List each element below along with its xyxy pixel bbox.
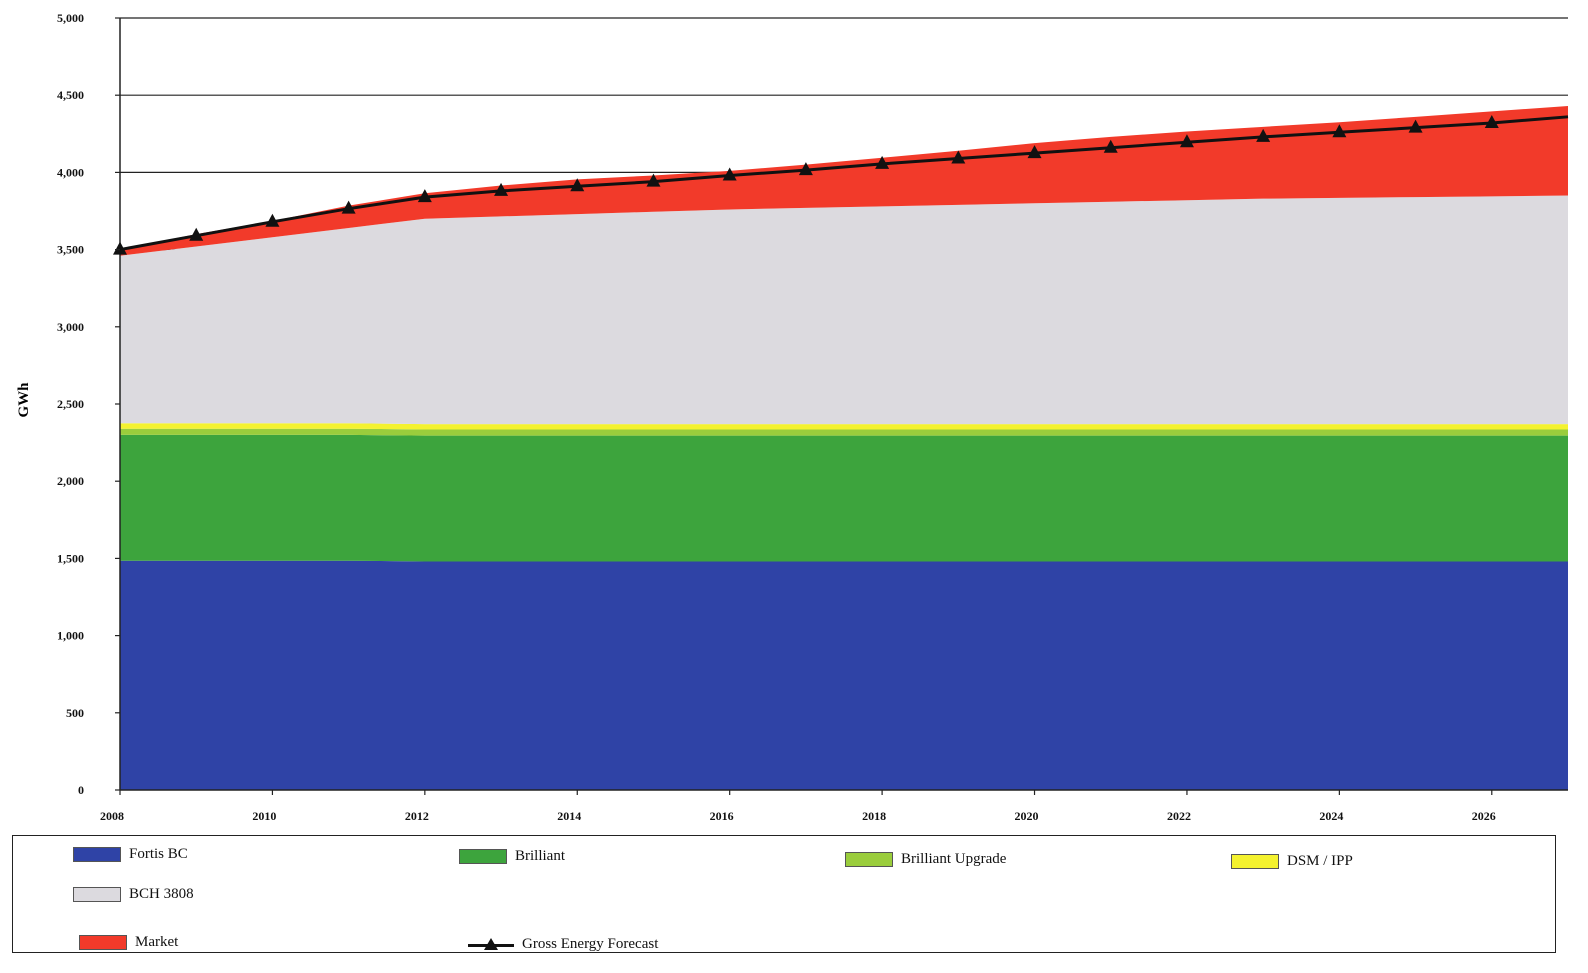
forecast-marker: [494, 182, 509, 196]
area-fortis-bc: [120, 560, 1568, 790]
y-tick-label: 1,500: [57, 551, 84, 565]
x-tick-label: 2012: [405, 809, 429, 823]
forecast-marker: [341, 200, 356, 214]
legend-item-gross-energy-forecast: Gross Energy Forecast: [468, 936, 658, 953]
x-tick-label: 2026: [1472, 809, 1496, 823]
area-dsm-ipp: [120, 423, 1568, 430]
y-axis-label: GWh: [16, 382, 32, 418]
y-tick-label: 4,500: [57, 88, 84, 102]
x-tick-label: 2020: [1015, 809, 1039, 823]
legend-swatch: [845, 852, 893, 867]
y-axis-ticks: 0 500 1,000 1,500 2,000 2,500 3,000 3,500 4,000 4…: [57, 11, 120, 797]
forecast-marker: [1332, 124, 1347, 138]
legend-item-brilliant: Brilliant: [459, 848, 565, 865]
y-tick-label: 500: [66, 706, 84, 720]
legend-label: BCH 3808: [129, 886, 194, 902]
x-axis-ticks: 2008 2010 2012 2014 2016 2018 2020 2022 2024 2026: [100, 790, 1496, 823]
forecast-marker: [1256, 128, 1271, 142]
y-tick-label: 3,000: [57, 320, 84, 334]
forecast-marker: [570, 178, 585, 192]
forecast-marker: [722, 167, 737, 181]
legend-item-market: Market: [79, 934, 178, 951]
x-tick-label: 2024: [1319, 809, 1343, 823]
x-tick-label: 2018: [862, 809, 886, 823]
legend-swatch: [79, 935, 127, 950]
forecast-marker: [417, 189, 432, 203]
gross-energy-forecast-line: [113, 114, 1569, 255]
energy-area-chart: 0 500 1,000 1,500 2,000 2,500 3,000 3,500 4,000 4…: [16, 11, 1569, 823]
y-tick-label: 0: [78, 783, 84, 797]
legend-item-dsm-ipp: DSM / IPP: [1231, 853, 1353, 870]
y-tick-label: 2,000: [57, 474, 84, 488]
y-tick-label: 4,000: [57, 165, 84, 179]
forecast-line: [119, 115, 1569, 252]
legend-swatch: [1231, 854, 1279, 869]
legend-label: Brilliant: [515, 848, 565, 864]
x-tick-label: 2016: [710, 809, 734, 823]
legend-swatch: [73, 887, 121, 902]
forecast-marker: [1027, 145, 1042, 159]
legend-label: Gross Energy Forecast: [522, 936, 659, 952]
forecast-marker: [951, 150, 966, 164]
legend: Fortis BC Brilliant Brilliant Upgrade DS…: [12, 835, 1556, 953]
y-tick-label: 3,500: [57, 243, 84, 257]
forecast-marker: [1484, 114, 1499, 128]
legend-label: Fortis BC: [129, 846, 188, 862]
legend-item-bch-3808: BCH 3808: [73, 886, 194, 903]
area-brilliant-upgrade: [120, 428, 1568, 436]
x-tick-label: 2022: [1167, 809, 1191, 823]
x-tick-label: 2014: [557, 809, 581, 823]
forecast-marker: [189, 227, 204, 241]
area-brilliant: [120, 434, 1568, 562]
legend-label: Brilliant Upgrade: [901, 851, 1007, 867]
forecast-marker: [1179, 134, 1194, 148]
forecast-marker: [798, 162, 813, 176]
legend-swatch: [73, 847, 121, 862]
area-bch-3808: [120, 195, 1568, 425]
forecast-marker: [1408, 119, 1423, 133]
legend-item-fortis-bc: Fortis BC: [73, 846, 188, 863]
y-tick-label: 1,000: [57, 629, 84, 643]
legend-swatch: [459, 849, 507, 864]
x-tick-label: 2008: [100, 809, 124, 823]
legend-label: Market: [135, 934, 179, 950]
legend-line-marker: [468, 937, 514, 952]
y-tick-label: 5,000: [57, 11, 84, 25]
forecast-marker: [646, 173, 661, 187]
legend-label: DSM / IPP: [1287, 853, 1353, 869]
forecast-marker: [113, 241, 127, 255]
stacked-areas: [120, 106, 1568, 790]
area-market: [120, 106, 1568, 256]
y-tick-label: 2,500: [57, 397, 84, 411]
forecast-marker: [875, 155, 890, 169]
forecast-marker: [1103, 139, 1118, 153]
legend-item-brilliant-upgrade: Brilliant Upgrade: [845, 851, 1006, 868]
x-tick-label: 2010: [252, 809, 276, 823]
forecast-marker: [265, 213, 280, 227]
